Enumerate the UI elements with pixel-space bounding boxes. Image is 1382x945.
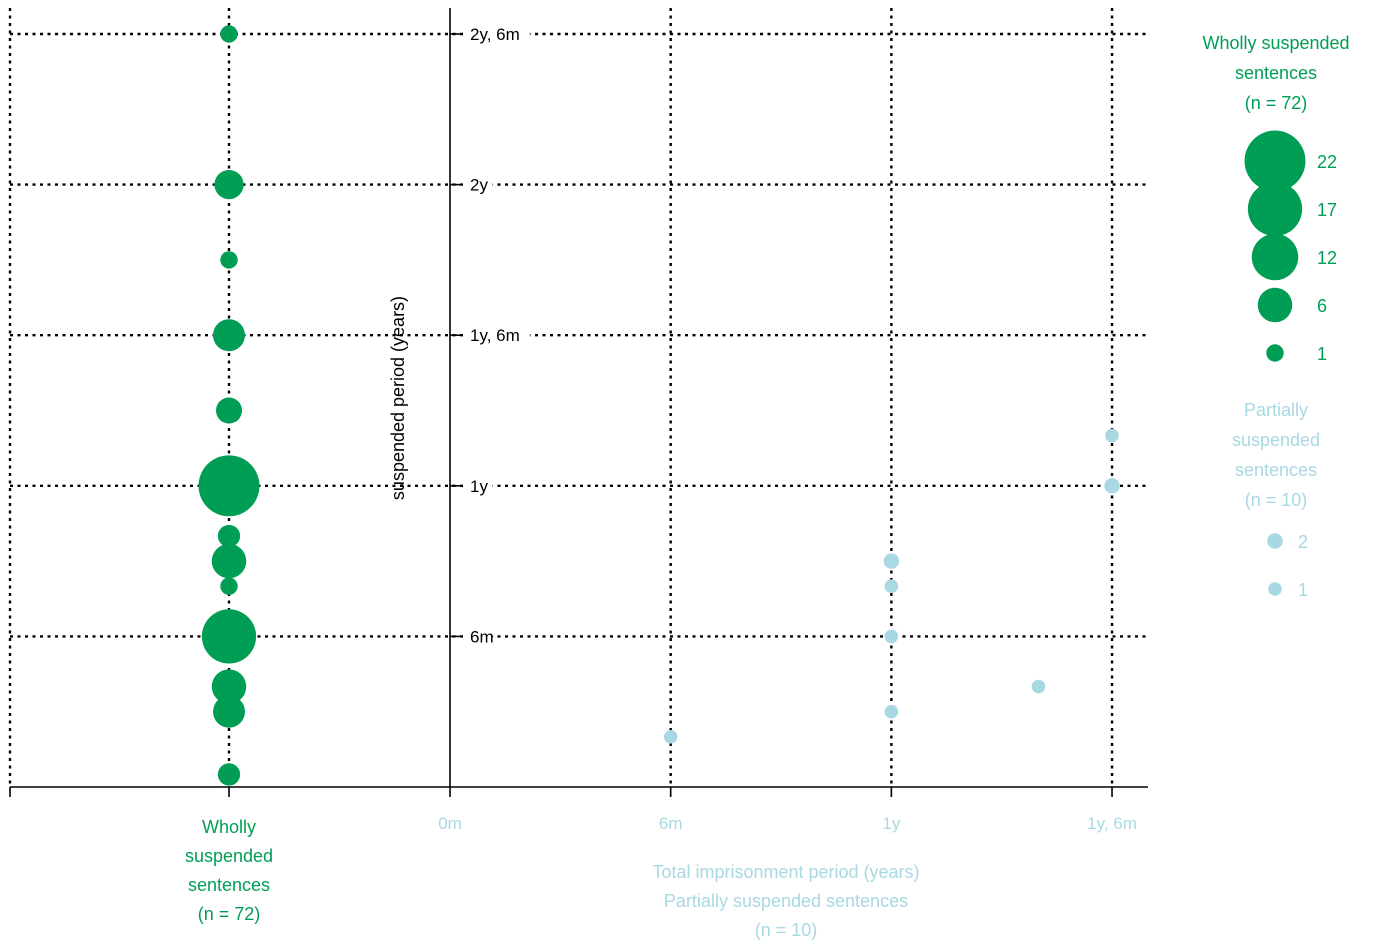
wholly-point — [211, 543, 247, 579]
legend-wholly-bubble — [1266, 344, 1284, 362]
wholly-point — [217, 524, 241, 548]
legend-wholly-bubble — [1251, 233, 1299, 281]
legend-partially-value: 2 — [1298, 532, 1308, 552]
y-tick-label: 2y — [470, 176, 488, 195]
tick-labels: 6m 1y 1y, 6m 2y 2y, 6m 0m 6m 1y 1y, 6m — [438, 23, 1137, 833]
partially-suspended-series — [663, 428, 1120, 744]
x-axis-label: Total imprisonment period (years) Partial… — [652, 862, 919, 940]
legend-wholly-value: 12 — [1317, 248, 1337, 268]
legend-partially-title: sentences — [1235, 460, 1317, 480]
y-tick-label-bg — [466, 324, 530, 347]
legend-wholly-title: Wholly suspended — [1202, 33, 1349, 53]
legend-wholly-bubble — [1244, 130, 1306, 192]
y-tick-label-bg — [466, 173, 493, 196]
wholly-point — [213, 695, 245, 728]
legend-partially-title: (n = 10) — [1245, 490, 1308, 510]
grid-lines — [8, 8, 1148, 787]
y-tick-label-bg — [466, 474, 493, 497]
legend-partially-title: suspended — [1232, 430, 1320, 450]
y-tick-label: 1y, 6m — [470, 326, 520, 345]
wholly-point — [201, 609, 257, 664]
x-axis-label-line: (n = 10) — [755, 920, 818, 940]
partially-point — [1031, 679, 1046, 694]
wholly-category-label: Wholly suspended sentences (n = 72) — [185, 817, 273, 924]
wholly-point — [217, 763, 241, 786]
x-axis-label-line: Total imprisonment period (years) — [652, 862, 919, 882]
y-tick-label: 1y — [470, 477, 488, 496]
partially-point — [1105, 428, 1119, 443]
wholly-label-line: suspended — [185, 846, 273, 866]
x-tick-label: 1y — [882, 814, 900, 833]
x-tick-label: 0m — [438, 814, 462, 833]
x-axis-label-line: Partially suspended sentences — [664, 891, 908, 911]
legend-wholly-value: 17 — [1317, 200, 1337, 220]
y-tick-label-bg — [466, 625, 493, 648]
y-tick-label: 6m — [470, 627, 494, 646]
legend-wholly-bubble — [1257, 287, 1293, 323]
legend-wholly-value: 6 — [1317, 296, 1327, 316]
partially-point — [663, 730, 678, 744]
partially-point — [884, 629, 899, 644]
wholly-label-line: Wholly — [202, 817, 256, 837]
legend-wholly-value: 22 — [1317, 152, 1337, 172]
legend-partially-bubble — [1268, 582, 1282, 596]
axes — [9, 8, 1148, 797]
wholly-suspended-series — [198, 25, 260, 786]
legend-partially-bubble — [1267, 533, 1283, 549]
wholly-point — [215, 397, 243, 424]
wholly-point — [220, 577, 238, 595]
x-tick-label: 1y, 6m — [1087, 814, 1137, 833]
partially-point — [884, 579, 899, 593]
wholly-point — [198, 455, 260, 517]
legend-wholly-bubble — [1247, 181, 1303, 237]
legend-wholly-title: sentences — [1235, 63, 1317, 83]
legend-partially-value: 1 — [1298, 580, 1308, 600]
wholly-point — [211, 669, 247, 704]
wholly-point — [220, 25, 238, 43]
legend-wholly-title: (n = 72) — [1245, 93, 1308, 113]
y-tick-label-bg — [466, 23, 530, 45]
wholly-point — [213, 319, 245, 352]
wholly-point — [214, 170, 244, 200]
y-tick-label: 2y, 6m — [470, 25, 520, 44]
y-axis-label: suspended period (years) — [388, 296, 408, 500]
partially-point — [1104, 478, 1120, 494]
partially-point — [884, 704, 899, 719]
legend-partially-title: Partially — [1244, 400, 1308, 420]
wholly-label-line: sentences — [188, 875, 270, 895]
legend-wholly-value: 1 — [1317, 344, 1327, 364]
wholly-point — [220, 251, 238, 269]
x-tick-label: 6m — [659, 814, 683, 833]
partially-point — [883, 553, 900, 569]
wholly-label-line: (n = 72) — [198, 904, 261, 924]
